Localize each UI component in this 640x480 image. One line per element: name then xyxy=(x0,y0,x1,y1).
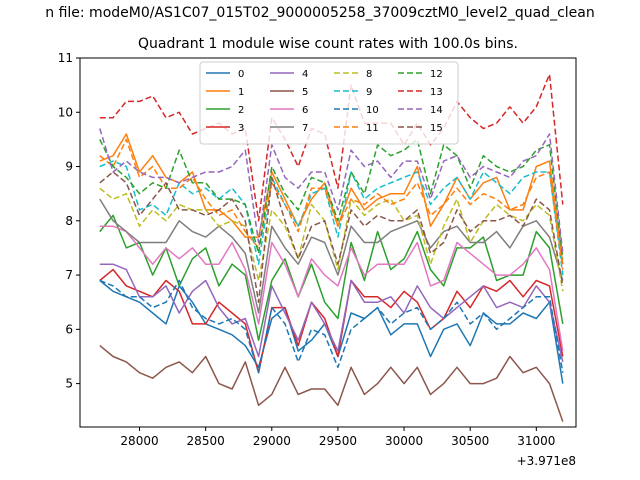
legend-label-10: 10 xyxy=(366,105,379,116)
x-tick-label: 28000 xyxy=(120,434,158,448)
x-tick-label: 30500 xyxy=(451,434,489,448)
legend-label-4: 4 xyxy=(302,69,308,80)
legend-label-15: 15 xyxy=(430,123,443,134)
legend-label-7: 7 xyxy=(302,123,308,134)
y-axis: 5 6 7 8 9 10 11 xyxy=(58,51,80,391)
legend-box xyxy=(199,61,459,145)
series-line-6 xyxy=(99,225,564,352)
x-tick-label: 29500 xyxy=(319,434,357,448)
chart-title: Quadrant 1 module wise count rates with … xyxy=(138,36,518,52)
legend-label-14: 14 xyxy=(430,105,443,116)
legend-label-13: 13 xyxy=(430,87,443,98)
x-tick-label: 29000 xyxy=(253,434,291,448)
x-tick-label: 31000 xyxy=(517,434,555,448)
series-line-12 xyxy=(99,138,564,259)
series-line-9 xyxy=(99,160,564,276)
series-line-4 xyxy=(99,263,564,363)
series-line-2 xyxy=(99,214,564,341)
y-tick-label: 9 xyxy=(65,160,73,174)
y-tick-label: 6 xyxy=(65,322,73,336)
legend-label-12: 12 xyxy=(430,69,443,80)
series-line-7 xyxy=(99,198,564,314)
legend-label-2: 2 xyxy=(238,105,244,116)
x-offset-label: +3.971e8 xyxy=(517,454,576,468)
series-line-5 xyxy=(99,345,564,422)
plot-frame xyxy=(79,57,577,428)
series-line-14 xyxy=(99,128,564,254)
y-tick-label: 8 xyxy=(65,214,73,228)
series-lines xyxy=(99,73,564,422)
series-line-10 xyxy=(99,279,564,374)
series-line-15 xyxy=(99,171,564,303)
legend-label-5: 5 xyxy=(302,87,308,98)
x-tick-label: 28500 xyxy=(187,434,225,448)
y-tick-label: 10 xyxy=(58,105,73,119)
x-tick-label: 30000 xyxy=(385,434,423,448)
legend-label-6: 6 xyxy=(302,105,308,116)
series-line-13 xyxy=(99,73,564,222)
series-line-11 xyxy=(99,138,564,270)
legend-label-11: 11 xyxy=(366,123,379,134)
legend-label-3: 3 xyxy=(238,123,244,134)
series-line-8 xyxy=(99,187,564,292)
y-tick-label: 7 xyxy=(65,268,73,282)
legend-label-0: 0 xyxy=(238,69,244,80)
y-tick-label: 11 xyxy=(58,51,73,65)
x-axis: 28000 28500 29000 29500 30000 30500 31000 xyxy=(120,427,555,448)
y-tick-label: 5 xyxy=(65,377,73,391)
legend-label-9: 9 xyxy=(366,87,372,98)
figure-suptitle: n file: modeM0/AS1C07_015T02_9000005258_… xyxy=(45,5,595,21)
legend-label-8: 8 xyxy=(366,69,372,80)
legend-label-1: 1 xyxy=(238,87,244,98)
